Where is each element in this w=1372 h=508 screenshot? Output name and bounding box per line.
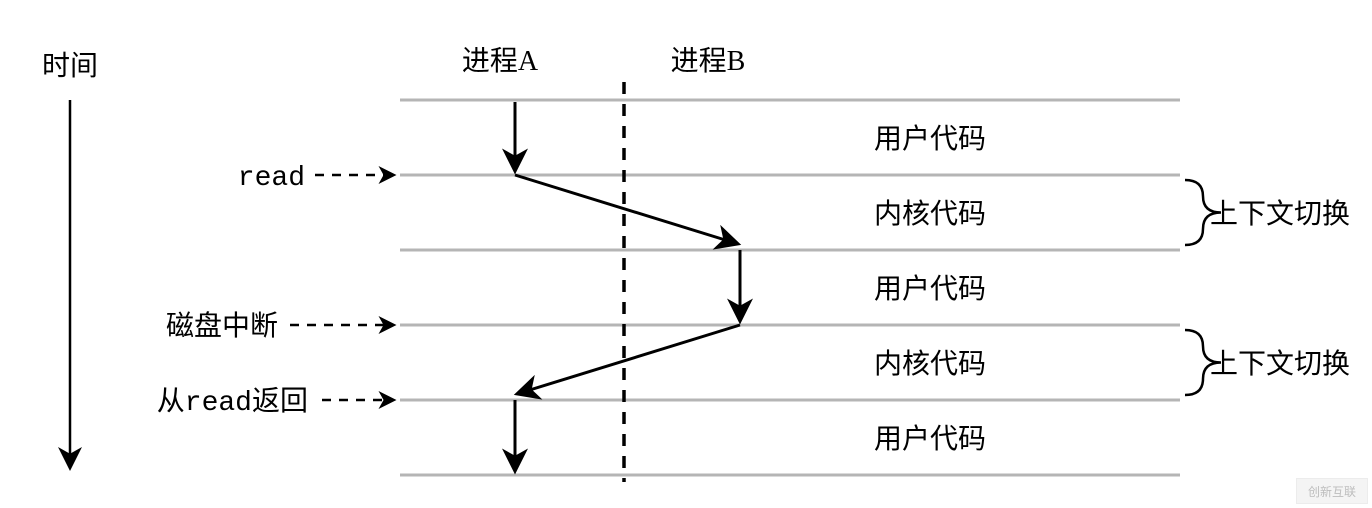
flow-arrow-1 xyxy=(515,175,735,243)
watermark-text: 创新互联 xyxy=(1308,483,1356,500)
event-label-2: 从read返回 xyxy=(157,386,308,419)
flow-arrow-3 xyxy=(520,325,740,393)
row-label-3: 内核代码 xyxy=(874,348,986,380)
context-switch-diagram: 时间进程A进程B用户代码内核代码用户代码内核代码用户代码read磁盘中断从rea… xyxy=(0,0,1372,508)
watermark-badge: 创新互联 xyxy=(1296,478,1368,504)
row-label-0: 用户代码 xyxy=(874,123,986,155)
header-process-a: 进程A xyxy=(462,46,539,77)
event-label-1: 磁盘中断 xyxy=(166,310,278,342)
brace-label-1: 上下文切换 xyxy=(1210,348,1350,380)
header-process-b: 进程B xyxy=(671,46,746,77)
event-label-0: read xyxy=(238,163,305,194)
row-label-1: 内核代码 xyxy=(874,198,986,230)
brace-label-0: 上下文切换 xyxy=(1210,198,1350,230)
row-label-2: 用户代码 xyxy=(874,273,986,305)
row-label-4: 用户代码 xyxy=(874,423,986,455)
time-axis-label: 时间 xyxy=(42,50,98,82)
